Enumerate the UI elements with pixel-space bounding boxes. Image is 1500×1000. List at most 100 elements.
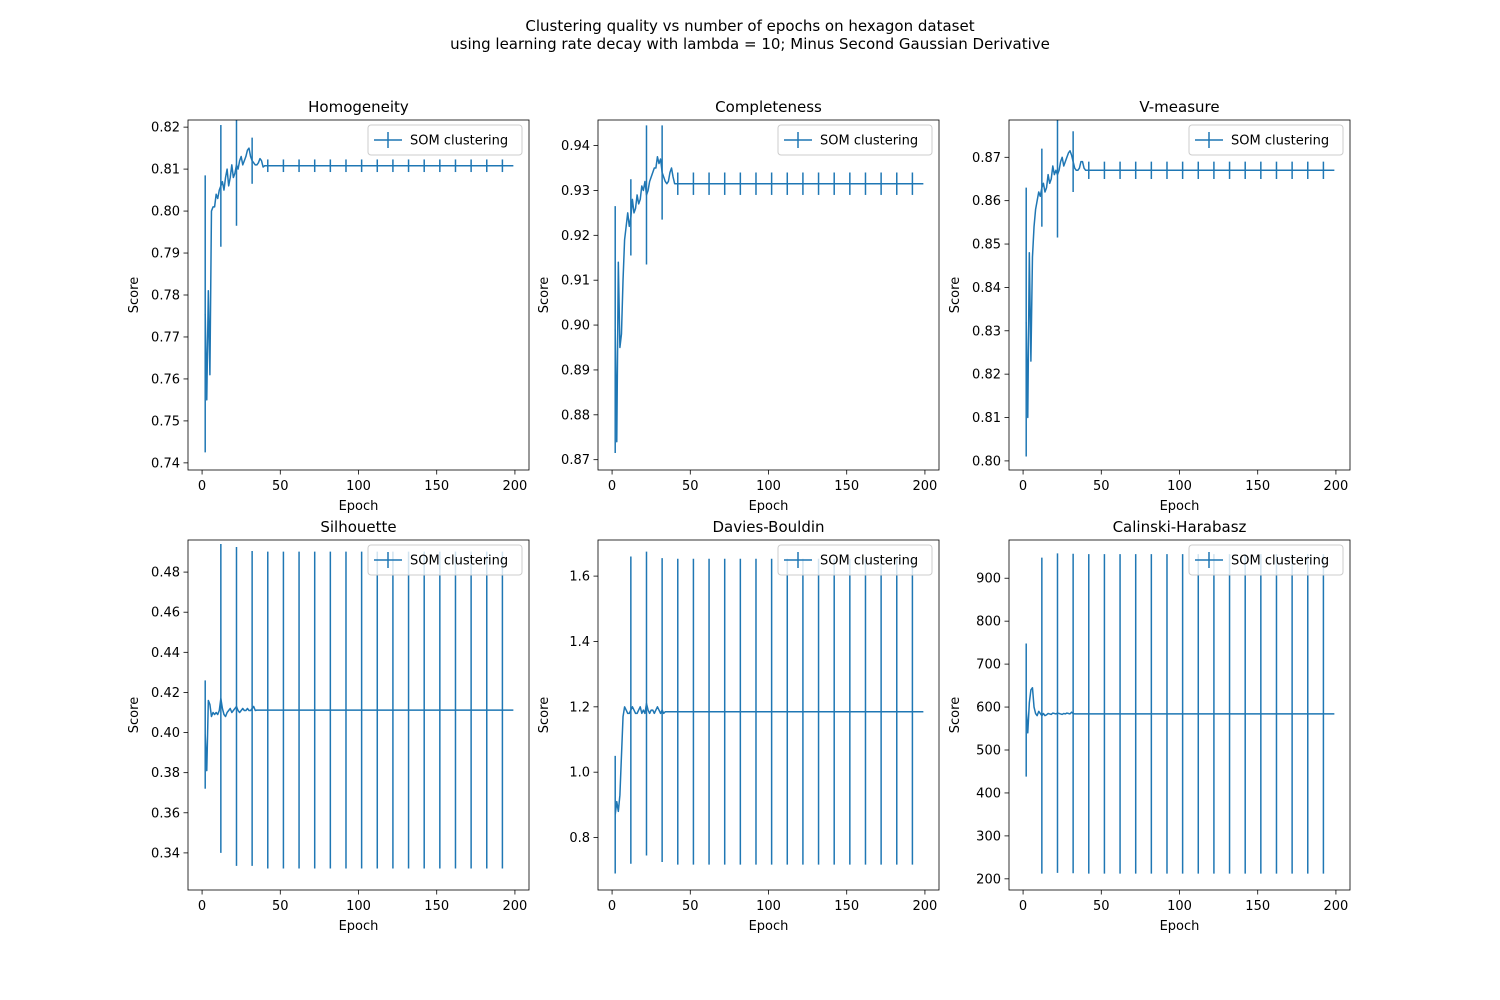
x-tick-label: 100 [756,479,781,494]
x-tick-label: 0 [198,899,206,914]
series-line [614,702,924,815]
x-tick-label: 50 [682,899,699,914]
y-tick-label: 0.84 [972,281,1001,296]
x-tick-label: 150 [834,899,859,914]
legend-box [777,544,933,576]
x-axis-label: Epoch [749,919,789,934]
x-tick-label: 0 [198,479,206,494]
x-tick-label: 0 [1019,479,1027,494]
y-tick-label: 0.42 [151,686,180,701]
y-tick-label: 0.36 [151,806,180,821]
plot-area [204,120,514,453]
y-tick-label: 0.80 [972,454,1001,469]
y-tick-label: 800 [976,615,1001,630]
legend: SOM clustering [1188,544,1344,576]
series-line [1025,150,1335,419]
y-tick-label: 700 [976,658,1001,673]
series-line [204,147,514,401]
y-tick-label: 0.87 [561,453,590,468]
subplot-v-measure: 0 50 100 150 200 0.80 0.81 0.82 0.83 0.84 0.85 0.86… [948,98,1351,514]
x-tick-label: 150 [424,899,449,914]
x-tick-label: 150 [1245,479,1270,494]
y-tick-label: 0.40 [151,726,180,741]
subplot-homogeneity: 0 50 100 150 200 0.74 0.75 0.76 0.77 0.78 0.79 0.80… [127,98,530,514]
legend-label: SOM clustering [820,134,918,149]
legend: SOM clustering [1188,124,1344,156]
legend-box [777,124,933,156]
legend-box [1188,544,1344,576]
x-tick-label: 100 [346,479,371,494]
x-tick-label: 200 [503,479,528,494]
y-tick-label: 0.81 [151,163,180,178]
series-line [204,697,514,772]
y-tick-label: 0.93 [561,184,590,199]
y-tick-label: 900 [976,572,1001,587]
legend-label: SOM clustering [820,554,918,569]
x-tick-label: 150 [424,479,449,494]
legend: SOM clustering [777,544,933,576]
y-tick-label: 0.48 [151,566,180,581]
legend-label: SOM clustering [1231,134,1329,149]
subplot-title: V-measure [1139,98,1219,116]
x-tick-label: 50 [1093,899,1110,914]
y-tick-label: 0.76 [151,372,180,387]
plot-area [1025,553,1335,874]
y-tick-label: 0.82 [151,121,180,136]
subplot-completeness: 0 50 100 150 200 0.87 0.88 0.89 0.90 0.91 0.92 0.93… [537,98,940,514]
y-tick-label: 0.75 [151,414,180,429]
legend-box [367,124,523,156]
y-tick-label: 0.92 [561,229,590,244]
legend: SOM clustering [777,124,933,156]
x-tick-label: 200 [1324,899,1349,914]
subplot-title: Calinski-Harabasz [1113,518,1247,536]
y-tick-label: 0.85 [972,238,1001,253]
x-tick-label: 150 [1245,899,1270,914]
plot-area [614,551,924,874]
x-tick-label: 50 [272,899,289,914]
x-tick-label: 100 [346,899,371,914]
x-tick-label: 100 [756,899,781,914]
y-axis-label: Score [948,277,963,313]
x-tick-label: 0 [608,479,616,494]
y-tick-label: 0.83 [972,324,1001,339]
legend: SOM clustering [367,544,523,576]
y-tick-label: 0.46 [151,606,180,621]
y-axis-label: Score [537,277,552,313]
y-tick-label: 0.34 [151,846,180,861]
y-tick-label: 0.80 [151,205,180,220]
subplot-silhouette: 0 50 100 150 200 0.34 0.36 0.38 0.40 0.42 0.44 0.46… [127,518,530,934]
plot-area [204,544,514,869]
y-tick-label: 0.94 [561,139,590,154]
legend-label: SOM clustering [410,554,508,569]
y-tick-label: 400 [976,786,1001,801]
series-line [614,156,924,443]
subplot-davies-bouldin: 0 50 100 150 200 0.8 1.0 1.2 1.4 1.6 Davies-Bouldi… [537,518,940,934]
x-tick-label: 200 [503,899,528,914]
legend: SOM clustering [367,124,523,156]
x-tick-label: 50 [682,479,699,494]
y-tick-label: 0.90 [561,319,590,334]
x-axis-label: Epoch [749,499,789,514]
y-axis-label: Score [537,697,552,733]
x-axis-label: Epoch [339,499,379,514]
x-tick-label: 200 [913,479,938,494]
subplot-title: Silhouette [320,518,396,536]
x-tick-label: 50 [1093,479,1110,494]
legend-box [1188,124,1344,156]
subplot-title: Davies-Bouldin [712,518,824,536]
legend-box [367,544,523,576]
figure-title-line1: Clustering quality vs number of epochs o… [525,17,974,35]
y-tick-label: 0.82 [972,368,1001,383]
x-tick-label: 0 [1019,899,1027,914]
x-tick-label: 150 [834,479,859,494]
y-tick-label: 1.6 [569,570,590,585]
figure-title-line2: using learning rate decay with lambda = … [450,35,1050,53]
subplot-grid: 0 50 100 150 2000.740.750.760.770.780.790.80… [127,98,1351,934]
y-tick-label: 200 [976,872,1001,887]
y-tick-label: 0.78 [151,289,180,304]
series-line [1025,686,1335,734]
y-tick-label: 0.79 [151,247,180,262]
plot-area [1025,120,1335,457]
